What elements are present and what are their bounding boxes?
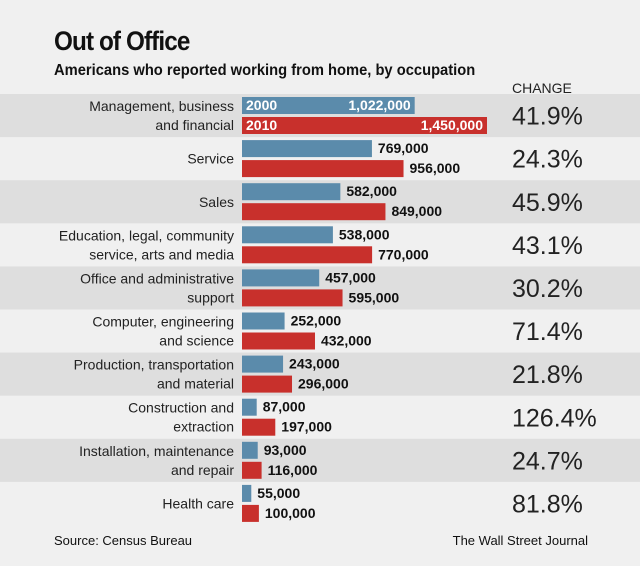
category-label: Production, transportation [74, 357, 234, 373]
category-label: Service [187, 151, 234, 167]
change-value: 24.7% [512, 447, 583, 475]
bar-2010 [242, 203, 386, 221]
data-label: 769,000 [378, 140, 429, 156]
data-label: 538,000 [339, 226, 390, 242]
data-label: 296,000 [298, 376, 349, 392]
data-label: 770,000 [378, 246, 429, 262]
credit: The Wall Street Journal [452, 533, 588, 548]
data-label: 1,022,000 [348, 97, 410, 113]
chart-subtitle: Americans who reported working from home… [54, 62, 476, 79]
data-label: 457,000 [325, 269, 376, 285]
category-label: extraction [173, 419, 234, 435]
change-value: 24.3% [512, 146, 583, 174]
data-label: 197,000 [281, 419, 332, 435]
data-label: 582,000 [346, 183, 397, 199]
chart-title: Out of Office [54, 26, 190, 56]
category-label: support [187, 289, 234, 305]
data-label: 55,000 [257, 485, 300, 501]
data-label: 116,000 [268, 462, 318, 478]
bar-2010 [242, 375, 293, 393]
change-value: 81.8% [512, 490, 583, 518]
category-label: Installation, maintenance [79, 443, 234, 459]
bar-2000 [242, 226, 333, 244]
bar-2000 [242, 441, 258, 459]
bar-2000 [242, 355, 284, 373]
row-band [0, 438, 640, 482]
category-label: Management, business [89, 98, 234, 114]
series-label-2000: 2000 [246, 97, 277, 113]
category-label: Education, legal, community [59, 227, 234, 243]
category-label: Health care [162, 495, 234, 511]
bar-2010 [242, 289, 343, 307]
row-band [0, 352, 640, 396]
source-note: Source: Census Bureau [54, 533, 193, 548]
data-label: 252,000 [291, 313, 342, 329]
change-value: 41.9% [512, 103, 583, 131]
category-label: Sales [199, 194, 234, 210]
change-header: CHANGE [512, 80, 572, 96]
change-value: 21.8% [512, 361, 583, 389]
bar-2000 [242, 140, 372, 158]
category-label: Office and administrative [80, 270, 234, 286]
data-label: 432,000 [321, 333, 372, 349]
category-label: and financial [155, 117, 234, 133]
data-label: 93,000 [264, 442, 307, 458]
bar-2010 [242, 332, 315, 350]
change-value: 126.4% [512, 404, 597, 432]
bar-2000 [242, 269, 320, 287]
data-label: 956,000 [410, 160, 461, 176]
data-label: 595,000 [349, 289, 400, 305]
category-label: Computer, engineering [92, 314, 234, 330]
bar-2010 [242, 160, 404, 178]
bar-2000 [242, 312, 285, 330]
data-label: 1,450,000 [421, 117, 483, 133]
change-value: 45.9% [512, 189, 583, 217]
data-label: 87,000 [263, 399, 306, 415]
bar-2000 [242, 484, 252, 502]
bar-2000 [242, 183, 341, 201]
category-label: and repair [171, 462, 234, 478]
data-label: 849,000 [391, 203, 442, 219]
bar-2010 [242, 246, 373, 264]
category-label: and science [159, 333, 234, 349]
bar-2000 [242, 398, 257, 416]
category-label: and material [157, 376, 234, 392]
data-label: 243,000 [289, 356, 340, 372]
bar-2010 [242, 504, 259, 522]
change-value: 71.4% [512, 318, 583, 346]
series-label-2010: 2010 [246, 117, 277, 133]
bar-2000 [242, 97, 415, 114]
bar-2010 [242, 117, 487, 134]
change-value: 43.1% [512, 232, 583, 260]
change-value: 30.2% [512, 275, 583, 303]
category-label: Construction and [128, 400, 234, 416]
bar-2010 [242, 418, 276, 436]
data-label: 100,000 [265, 505, 316, 521]
bar-2010 [242, 461, 262, 479]
category-label: service, arts and media [89, 246, 234, 262]
